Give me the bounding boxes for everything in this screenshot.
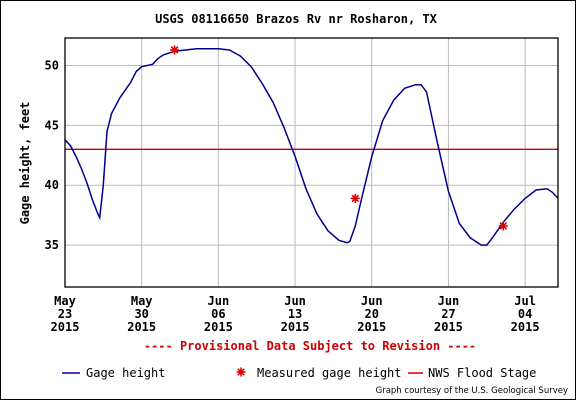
x-tick-label: 2015 <box>127 320 156 334</box>
x-tick-label: 2015 <box>434 320 463 334</box>
legend-star-swatch <box>236 367 246 377</box>
x-tick-label: 30 <box>134 307 148 321</box>
x-tick-label: 23 <box>58 307 72 321</box>
x-tick-label: 2015 <box>357 320 386 334</box>
series-layer <box>65 48 558 246</box>
x-tick-label: 2015 <box>511 320 540 334</box>
y-tick-label: 40 <box>45 178 59 192</box>
x-tick-label: Jun <box>438 294 460 308</box>
x-tick-label: 2015 <box>51 320 80 334</box>
legend-star <box>236 367 246 377</box>
legend: Gage height Measured gage height NWS Flo… <box>62 366 536 380</box>
grid <box>64 38 558 287</box>
x-tick-label: 04 <box>518 307 532 321</box>
measurement-layer <box>170 45 508 231</box>
x-tick-label: 27 <box>441 307 455 321</box>
measured-point <box>170 45 180 55</box>
y-tick-label: 45 <box>45 118 59 132</box>
measured-point <box>350 193 360 203</box>
x-tick-label: 20 <box>365 307 379 321</box>
gage-height-line <box>65 48 558 246</box>
y-tick-labels: 35 40 45 50 <box>45 59 59 253</box>
y-tick-label: 50 <box>45 59 59 73</box>
y-tick-label: 35 <box>45 238 59 252</box>
x-tick-label: Jun <box>284 294 306 308</box>
legend-gage-height-label: Gage height <box>86 366 165 380</box>
provisional-notice: ---- Provisional Data Subject to Revisio… <box>144 339 476 353</box>
x-tick-label: Jun <box>361 294 383 308</box>
x-tick-label: 2015 <box>204 320 233 334</box>
x-tick-label: 06 <box>211 307 225 321</box>
credit-text: Graph courtesy of the U.S. Geological Su… <box>376 386 568 396</box>
legend-flood-label: NWS Flood Stage <box>428 366 536 380</box>
y-axis-label: Gage height, feet <box>18 102 32 225</box>
x-tick-label: May <box>54 294 76 308</box>
x-tick-label: Jun <box>208 294 230 308</box>
x-tick-label: May <box>131 294 153 308</box>
measured-point <box>498 221 508 231</box>
chart-title: USGS 08116650 Brazos Rv nr Rosharon, TX <box>155 12 438 26</box>
x-tick-label: 2015 <box>281 320 310 334</box>
plot-border <box>64 37 559 288</box>
legend-measured-label: Measured gage height <box>257 366 402 380</box>
x-tick-label: 13 <box>288 307 302 321</box>
x-tick-label: Jul <box>514 294 536 308</box>
x-tick-labels: May232015May302015Jun062015Jun132015Jun2… <box>51 294 540 334</box>
